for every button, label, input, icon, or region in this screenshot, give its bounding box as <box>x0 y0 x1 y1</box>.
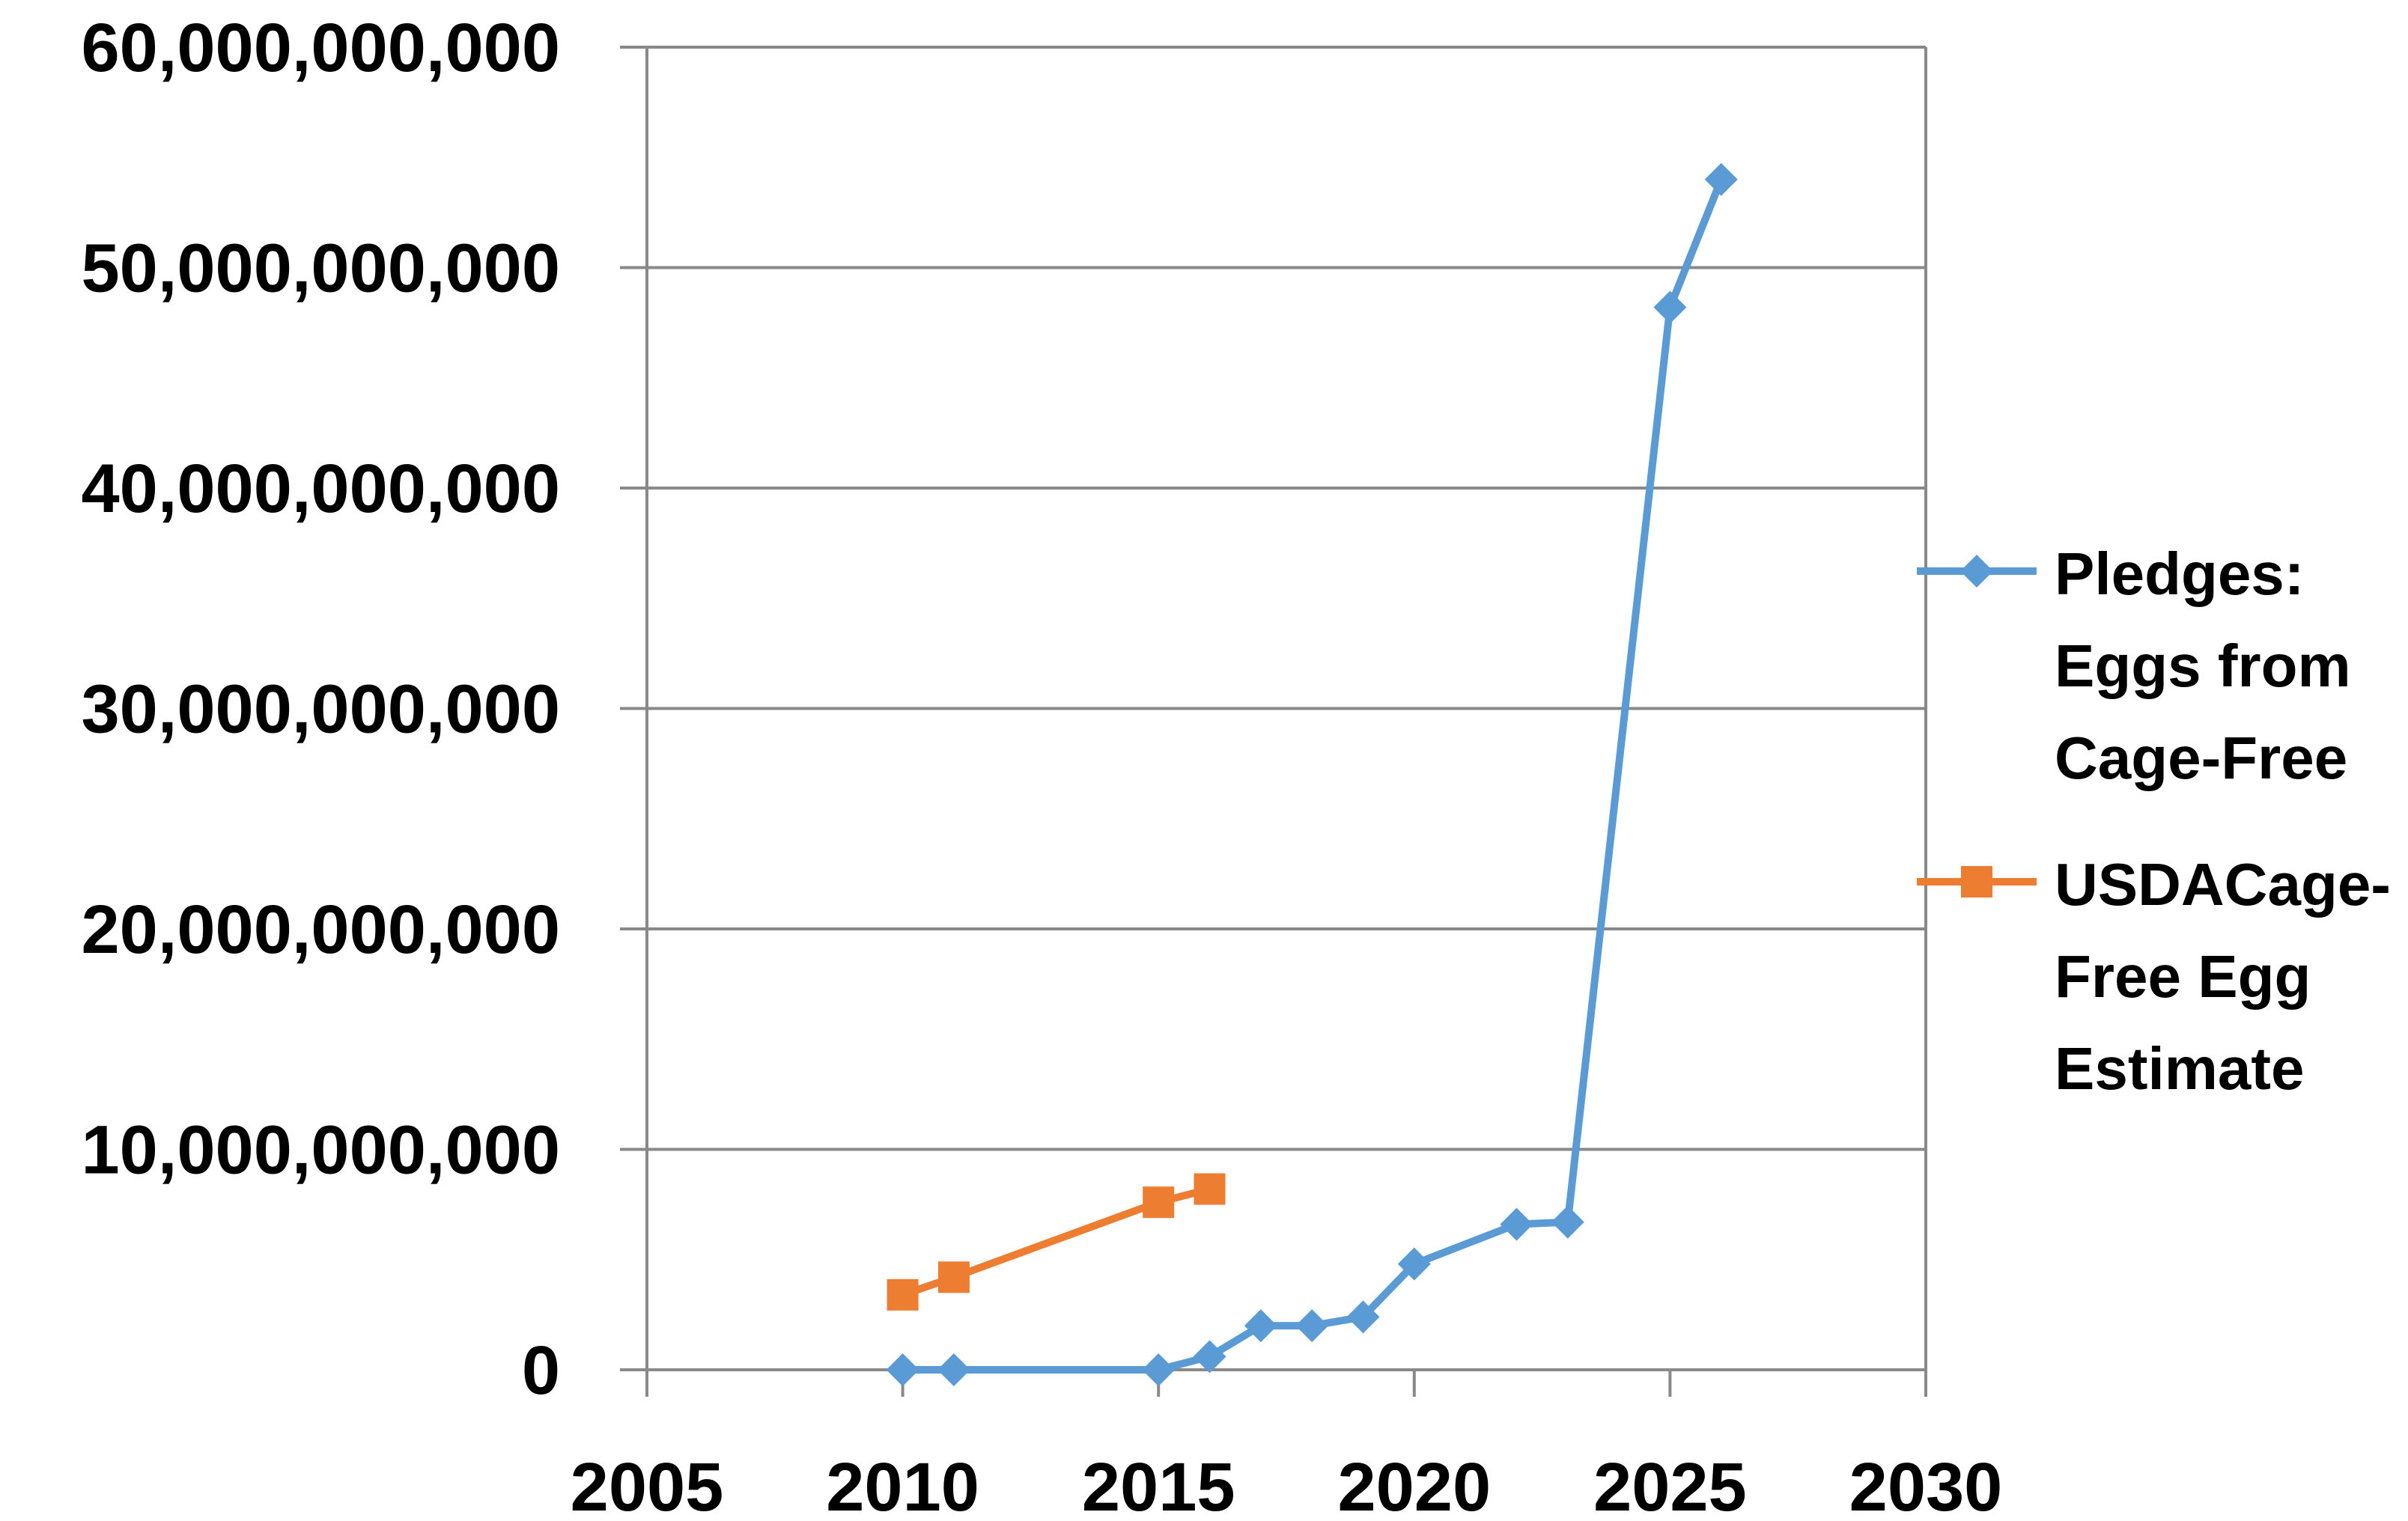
data-point <box>1397 1247 1431 1281</box>
y-tick-label: 50,000,000,000 <box>81 231 560 307</box>
y-tick-label: 60,000,000,000 <box>81 10 560 86</box>
y-tick-label: 30,000,000,000 <box>81 671 560 748</box>
data-point <box>887 1278 919 1311</box>
x-tick-label: 2025 <box>1593 1449 1747 1517</box>
data-point <box>1551 1205 1584 1239</box>
data-series <box>886 162 1738 1386</box>
data-point <box>1346 1300 1380 1334</box>
legend-label: USDACage- <box>2055 851 2391 918</box>
series-2 <box>887 1173 1226 1311</box>
legend-marker <box>1961 866 1992 897</box>
y-tick-label: 10,000,000,000 <box>81 1112 560 1189</box>
series-line <box>899 1185 1214 1299</box>
legend-label: Free Egg <box>2055 943 2311 1010</box>
legend-label: Estimate <box>2055 1035 2304 1102</box>
x-tick-label: 2010 <box>826 1449 979 1517</box>
series-1 <box>886 162 1738 1386</box>
y-tick-label: 20,000,000,000 <box>81 891 560 968</box>
data-point <box>1704 162 1738 196</box>
legend-item: USDACage- Free Egg Estimate <box>1917 851 2391 1102</box>
data-point <box>1500 1207 1533 1241</box>
legend-label: Pledges: <box>2055 540 2304 607</box>
x-tick-label: 2020 <box>1337 1449 1491 1517</box>
legend-label: Eggs from <box>2055 633 2351 699</box>
x-tick-label: 2015 <box>1082 1449 1235 1517</box>
data-point <box>937 1353 970 1386</box>
series-line <box>899 175 1725 1374</box>
axes: 0 10,000,000,000 20,000,000,000 30,000,000,… <box>81 10 2003 1521</box>
x-tick-label: 2005 <box>571 1449 724 1517</box>
data-point <box>1244 1309 1277 1343</box>
data-point <box>1653 290 1687 324</box>
legend: Pledges: Eggs from Cage-Free USDACage- Free … <box>1917 540 2391 1102</box>
x-tick-label: 2030 <box>1849 1449 2003 1517</box>
data-point <box>1194 1173 1226 1205</box>
legend-item: Pledges: Eggs from Cage-Free <box>1917 540 2351 791</box>
gridlines <box>620 46 1926 1371</box>
legend-label: Cage-Free <box>2055 725 2347 791</box>
y-tick-label: 40,000,000,000 <box>81 451 560 527</box>
data-point <box>1193 1340 1226 1374</box>
legend-marker <box>1960 555 1993 588</box>
data-point <box>886 1353 919 1386</box>
data-point <box>937 1261 970 1293</box>
y-tick-label: 0 <box>522 1332 560 1409</box>
data-point <box>1143 1186 1175 1219</box>
data-point <box>1142 1353 1176 1386</box>
data-point <box>1295 1309 1329 1343</box>
